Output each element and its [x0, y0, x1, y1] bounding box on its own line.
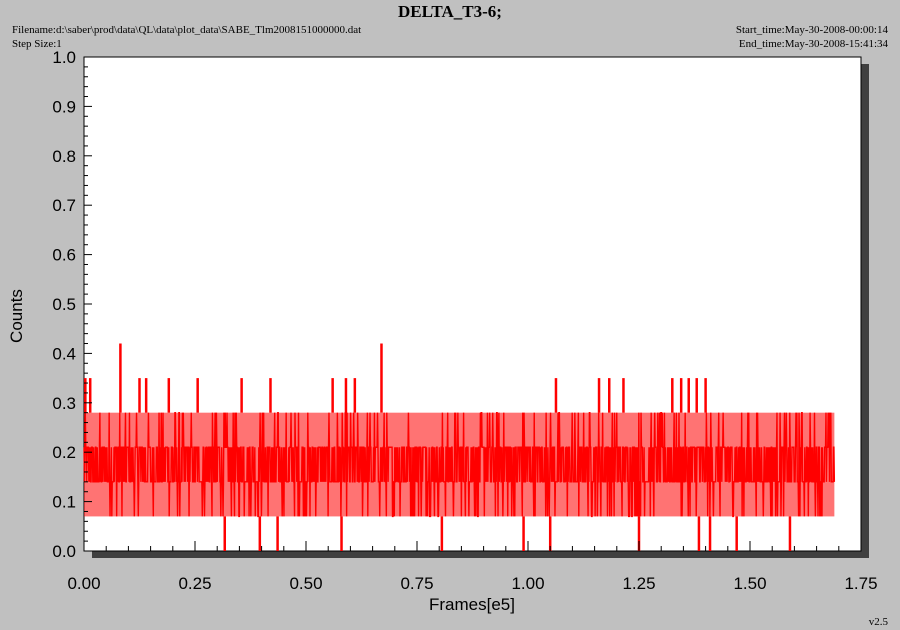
- y-tick-label: 0.3: [52, 394, 76, 413]
- axis-layer: 0.0 0.1 0.2 0.3 0.4 0.5 0.6 0.7 0.8 0.9 1.0 0.00 0.2…: [52, 48, 877, 593]
- x-tick-label: 1.25: [622, 574, 655, 593]
- x-tick-label: 0.00: [67, 574, 100, 593]
- x-tick-label: 0.50: [289, 574, 322, 593]
- end-time-label: End_time:May-30-2008-15:41:34: [738, 38, 888, 50]
- chart-title: DELTA_T3-6;: [398, 2, 502, 21]
- filename-label: Filename:d:\saber\prod\data\QL\data\plot…: [12, 24, 362, 36]
- y-tick-label: 0.6: [52, 246, 76, 265]
- x-tick-label: 0.75: [400, 574, 433, 593]
- y-tick-label: 0.1: [52, 493, 76, 512]
- version-label: v2.5: [868, 616, 888, 628]
- y-tick-label: 0.4: [52, 344, 76, 363]
- step-size-label: Step Size:1: [12, 38, 62, 50]
- y-tick-label: 0.7: [52, 196, 76, 215]
- y-tick-label: 1.0: [52, 48, 76, 67]
- x-tick-label: 1.50: [733, 574, 766, 593]
- y-axis-title: Counts: [7, 289, 26, 343]
- x-tick-label: 0.25: [178, 574, 211, 593]
- series-layer: [83, 343, 836, 551]
- series-band: [84, 412, 835, 517]
- x-tick-label: 1.00: [511, 574, 544, 593]
- start-time-label: Start_time:May-30-2008-00:00:14: [735, 24, 888, 36]
- y-tick-label: 0.8: [52, 147, 76, 166]
- x-tick-label: 1.75: [844, 574, 877, 593]
- y-tick-label: 0.5: [52, 295, 76, 314]
- x-axis-title: Frames[e5]: [429, 595, 515, 614]
- y-tick-label: 0.0: [52, 542, 76, 561]
- y-tick-label: 0.9: [52, 97, 76, 116]
- y-tick-label: 0.2: [52, 443, 76, 462]
